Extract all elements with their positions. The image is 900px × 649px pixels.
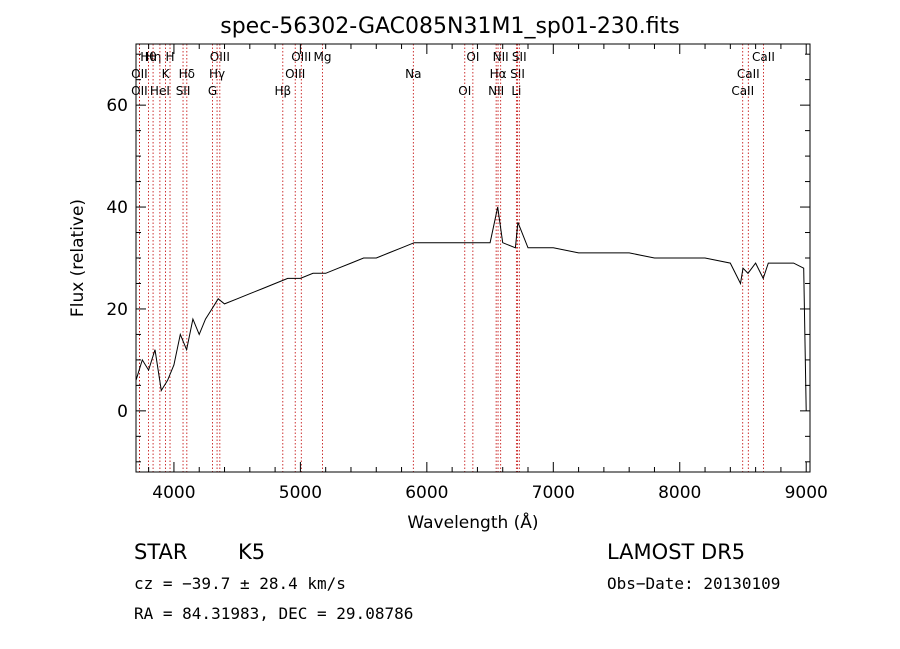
line-label: Na (405, 67, 421, 81)
line-label: SII (176, 84, 191, 98)
line-label: OI (466, 50, 479, 64)
line-label: Hγ (209, 67, 225, 81)
line-label: OI (458, 84, 471, 98)
line-label: Li (511, 84, 521, 98)
line-markers: Hθ OII OII HηK HeI H Hδ SII OIII Hγ G OIII OIII Hβ Mg N… (131, 44, 775, 472)
line-label: OIII (291, 50, 311, 64)
line-label: Hη (145, 50, 162, 64)
line-label: OIII (285, 67, 305, 81)
line-label: OIII (210, 50, 230, 64)
line-label: Hβ (274, 84, 291, 98)
flux-series-line (135, 206, 807, 411)
x-tick-label: 5000 (279, 483, 322, 503)
object-class: STAR (134, 540, 188, 564)
line-label: Hα (490, 67, 507, 81)
observation-date: Obs−Date: 20130109 (607, 574, 781, 593)
line-label: Mg (314, 50, 332, 64)
line-label: NII (488, 84, 504, 98)
line-label: Hθ (140, 50, 156, 64)
line-label: NII (493, 50, 509, 64)
x-axis-label: Wavelength (Å) (407, 511, 538, 533)
redshift-velocity: cz = −39.7 ± 28.4 km/s (134, 574, 346, 593)
y-tick-label: 40 (106, 198, 128, 218)
x-tick-label: 6000 (405, 483, 448, 503)
survey-name: LAMOST DR5 (607, 540, 746, 564)
line-label: OII (131, 67, 148, 81)
line-label: CaII (752, 50, 775, 64)
line-label: HeI (150, 84, 170, 98)
line-label: OII (131, 84, 148, 98)
x-axis: 4000 5000 6000 7000 8000 9000 (148, 44, 828, 503)
y-axis-label: Flux (relative) (68, 199, 88, 317)
x-tick-label: 7000 (532, 483, 575, 503)
line-label: Hδ (179, 67, 195, 81)
x-tick-label: 8000 (658, 483, 701, 503)
object-subclass: K5 (238, 540, 266, 564)
chart-title: spec-56302-GAC085N31M1_sp01-230.fits (220, 14, 680, 39)
y-tick-label: 0 (117, 402, 128, 422)
y-tick-label: 20 (106, 300, 128, 320)
line-label: K (162, 67, 171, 81)
line-label: G (208, 84, 217, 98)
coordinates: RA = 84.31983, DEC = 29.08786 (134, 604, 414, 623)
y-tick-label: 60 (106, 96, 128, 116)
line-label: CaII (731, 84, 754, 98)
x-tick-label: 4000 (152, 483, 195, 503)
x-tick-label: 9000 (785, 483, 828, 503)
line-label: SII (512, 50, 527, 64)
line-label: H (166, 50, 175, 64)
line-label: CaII (737, 67, 760, 81)
line-label: SII (510, 67, 525, 81)
y-axis: 0 20 40 60 (106, 53, 810, 463)
